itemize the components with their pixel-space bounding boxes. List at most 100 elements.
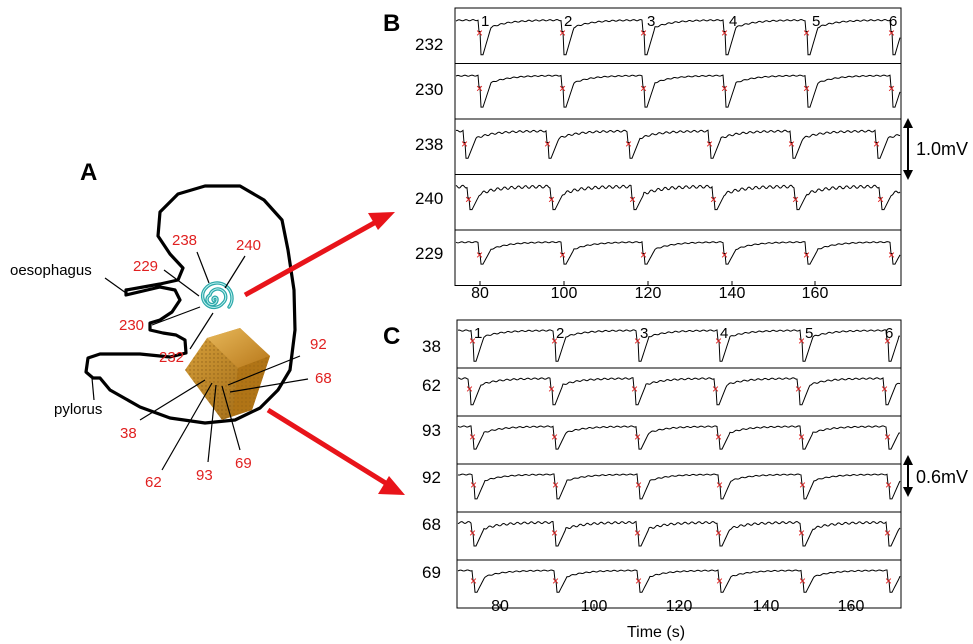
electrode-label-69: 69 <box>235 455 252 472</box>
b-trace-box-240 <box>454 174 902 231</box>
c-activation-marker-69-1: × <box>470 574 477 588</box>
c-activation-marker-62-2: × <box>548 382 555 396</box>
pylorus-label: pylorus <box>54 401 102 418</box>
cycle-label-c2: 2 <box>556 325 564 342</box>
electrode-label-240: 240 <box>236 237 261 254</box>
c-activation-marker-69-3: × <box>635 574 642 588</box>
c-activation-marker-38-2: × <box>551 334 558 348</box>
c-activation-marker-93-1: × <box>469 430 476 444</box>
b-activation-marker-232-5: × <box>803 26 810 40</box>
x-tick-120: 120 <box>635 285 662 302</box>
panel-c-traces: × × × × × × × × × × × × × × × × × × × × × × × × × × × × × × × × × × × × <box>456 319 902 609</box>
electrode-label-238: 238 <box>172 232 197 249</box>
x-tick-c-80: 80 <box>491 598 509 615</box>
cycle-label-c6: 6 <box>885 325 893 342</box>
cycle-label-c4: 4 <box>720 325 728 342</box>
b-activation-marker-230-3: × <box>640 81 647 95</box>
c-trace-62 <box>457 377 901 406</box>
b-activation-marker-229-4: × <box>721 248 728 262</box>
x-tick-140: 140 <box>719 285 746 302</box>
b-activation-marker-240-3: × <box>629 192 636 206</box>
c-activation-marker-92-1: × <box>470 478 477 492</box>
cycle-label-c5: 5 <box>805 325 813 342</box>
c-activation-marker-93-2: × <box>551 430 558 444</box>
c-activation-marker-62-5: × <box>795 382 802 396</box>
panel-b-traces: × × × × × × × × × × × × × × × × × × × × × × × × × × × × × × <box>454 7 902 286</box>
b-activation-marker-240-1: × <box>465 192 472 206</box>
c-activation-marker-38-1: × <box>469 334 476 348</box>
electrode-label-38: 38 <box>120 425 137 442</box>
c-trace-box-93 <box>456 415 902 465</box>
b-activation-marker-229-5: × <box>803 248 810 262</box>
electrode-label-230: 230 <box>119 317 144 334</box>
panel-c: C × × × × × × × × × × × × × × × × × × × × × × × × × × × × × × × × × × × × 3… <box>383 319 968 641</box>
b-activation-marker-230-5: × <box>803 81 810 95</box>
x-axis-title: Time (s) <box>627 624 685 641</box>
b-activation-marker-232-6: × <box>888 26 895 40</box>
b-trace-box-229 <box>454 229 902 286</box>
arrow-to-panel-c <box>266 407 394 490</box>
panel-b-letter: B <box>383 10 400 37</box>
c-activation-marker-93-4: × <box>715 430 722 444</box>
b-activation-marker-238-4: × <box>706 137 713 151</box>
b-activation-marker-230-2: × <box>559 81 566 95</box>
b-activation-marker-232-3: × <box>640 26 647 40</box>
scale-bar-c: 0.6mV <box>903 455 968 497</box>
b-activation-marker-229-2: × <box>559 248 566 262</box>
c-activation-marker-92-4: × <box>716 478 723 492</box>
x-tick-c-120: 120 <box>666 598 693 615</box>
b-trace-box-230 <box>454 63 902 120</box>
c-trace-92 <box>457 473 901 500</box>
c-activation-marker-38-4: × <box>715 334 722 348</box>
c-trace-box-38 <box>456 319 902 369</box>
b-activation-marker-232-1: × <box>476 26 483 40</box>
b-trace-229 <box>455 241 901 265</box>
b-trace-box-232 <box>454 7 902 64</box>
b-activation-marker-238-5: × <box>788 137 795 151</box>
cycle-label-2: 2 <box>564 13 572 30</box>
electrode-label-229: 229 <box>133 258 158 275</box>
b-trace-232 <box>455 18 901 56</box>
c-activation-marker-38-5: × <box>798 334 805 348</box>
electrode-label-62: 62 <box>145 474 162 491</box>
channel-label-93: 93 <box>422 421 441 440</box>
c-activation-marker-69-4: × <box>716 574 723 588</box>
x-tick-c-140: 140 <box>753 598 780 615</box>
spiral-electrode <box>200 281 234 310</box>
x-tick-c-160: 160 <box>838 598 865 615</box>
scale-bar-c-label: 0.6mV <box>916 467 968 487</box>
channel-label-92: 92 <box>422 468 441 487</box>
x-tick-160: 160 <box>802 285 829 302</box>
channel-label-238: 238 <box>415 135 443 154</box>
c-activation-marker-62-6: × <box>881 382 888 396</box>
electrode-array <box>185 328 270 420</box>
b-activation-marker-230-6: × <box>888 81 895 95</box>
b-activation-marker-240-4: × <box>710 192 717 206</box>
c-activation-marker-92-6: × <box>885 478 892 492</box>
stomach-outline <box>84 184 297 425</box>
b-activation-marker-229-3: × <box>640 248 647 262</box>
b-activation-marker-238-2: × <box>544 137 551 151</box>
b-activation-marker-238-3: × <box>625 137 632 151</box>
c-activation-marker-68-4: × <box>715 526 722 540</box>
b-activation-marker-230-4: × <box>721 81 728 95</box>
c-trace-93 <box>457 425 900 450</box>
c-activation-marker-62-4: × <box>712 382 719 396</box>
panel-a: A oesophagus pylorus 238 240 229 230 2 <box>10 159 405 495</box>
b-activation-marker-232-2: × <box>559 26 566 40</box>
cycle-label-6: 6 <box>889 13 897 30</box>
c-activation-marker-92-5: × <box>799 478 806 492</box>
c-activation-marker-69-6: × <box>885 574 892 588</box>
c-trace-38 <box>457 329 900 362</box>
b-activation-marker-240-5: × <box>792 192 799 206</box>
channel-label-240: 240 <box>415 189 443 208</box>
b-activation-marker-229-1: × <box>476 248 483 262</box>
x-tick-100: 100 <box>551 285 578 302</box>
c-trace-68 <box>457 520 901 547</box>
c-trace-box-68 <box>456 511 902 561</box>
b-activation-marker-240-6: × <box>877 192 884 206</box>
c-trace-69 <box>457 569 901 593</box>
cycle-label-c1: 1 <box>474 325 482 342</box>
cycle-label-1: 1 <box>481 13 489 30</box>
